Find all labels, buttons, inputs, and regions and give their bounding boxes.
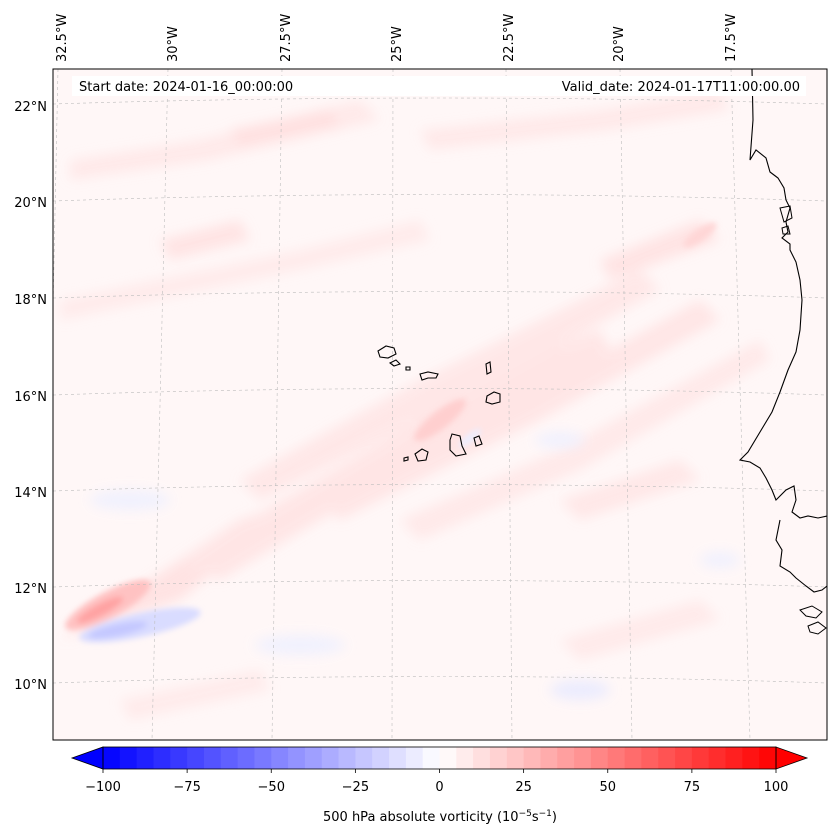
colorbar-tick-label: −75 [173,780,200,795]
colorbar-cell [187,747,205,769]
colorbar-cell [590,747,609,769]
colorbar-cell [506,747,525,769]
colorbar-cell [288,747,306,769]
colorbar-cell [691,747,710,769]
lon-label: 30°W [166,26,181,62]
colorbar-cell [675,747,693,769]
lat-label: 14°N [14,486,47,501]
colorbar-cell [725,747,743,769]
colorbar-cell [557,747,575,769]
colorbar-cell [338,747,356,769]
colorbar-tick-label: −100 [85,780,121,795]
colorbar-tick-label: 25 [515,780,532,795]
colorbar-ticks: −100 −75 −50 −25 0 25 50 75 100 [85,769,788,795]
latitude-labels: 22°N 20°N 18°N 16°N 14°N 12°N 10°N [14,100,47,693]
colorbar-cell [153,747,171,769]
colorbar-cell [641,747,659,769]
date-banner [72,76,806,96]
colorbar-tick-label: 0 [435,780,443,795]
lat-label: 20°N [14,196,47,211]
colorbar: −100 −75 −50 −25 0 25 50 75 100 500 hPa absolute… [70,746,809,825]
lat-label: 10°N [14,678,47,693]
colorbar-cell [271,747,289,769]
colorbar-max-extension [775,746,809,770]
colorbar-tick-label: 50 [599,780,616,795]
colorbar-cell [489,747,508,769]
vorticity-field [53,69,827,740]
colorbar-cell [624,747,642,769]
colorbar-cell [473,747,491,769]
lon-label: 32.5°W [55,14,70,62]
colorbar-cell [389,747,407,769]
map-panel: Start date: 2024-01-16_00:00:00 Valid_da… [52,68,828,741]
colorbar-cell [658,747,676,769]
colorbar-cell [742,747,760,769]
colorbar-cell [237,747,255,769]
colorbar-cells [103,747,777,769]
colorbar-tick-label: 100 [764,780,789,795]
colorbar-cell [254,747,272,769]
longitude-labels: 32.5°W 30°W 27.5°W 25°W 22.5°W 20°W 17.5… [55,14,739,62]
colorbar-cell [103,747,121,769]
colorbar-cell [372,747,390,769]
lon-label: 25°W [390,26,405,62]
lon-label: 22.5°W [502,14,517,62]
colorbar-cell [422,747,440,769]
colorbar-cell [136,747,154,769]
lat-label: 12°N [14,582,47,597]
africa-coastline [738,69,827,519]
colorbar-tick-label: 75 [684,780,701,795]
colorbar-cell [304,747,323,769]
colorbar-cell [220,747,238,769]
bijagos-islands [799,605,827,635]
lat-label: 18°N [14,293,47,308]
colorbar-min-extension [70,746,104,770]
lon-label: 17.5°W [724,14,739,62]
colorbar-cell [456,747,474,769]
map-frame [52,68,828,741]
colorbar-cell [203,747,222,769]
colorbar-cell [170,747,188,769]
colorbar-cell [523,747,541,769]
colorbar-cell [708,747,726,769]
colorbar-label: 500 hPa absolute vorticity (10−5s−1) [323,809,557,825]
cape-verde-islands [377,345,501,462]
colorbar-cell [439,747,457,769]
colorbar-cell [607,747,625,769]
lat-label: 22°N [14,100,47,115]
colorbar-cell [574,747,592,769]
guinea-bissau-coast [775,519,827,593]
graticule [53,69,827,740]
colorbar-tick-label: −25 [342,780,369,795]
colorbar-cell [759,747,777,769]
colorbar-cell [321,747,339,769]
lat-label: 16°N [14,390,47,405]
colorbar-cell [355,747,373,769]
colorbar-tick-label: −50 [258,780,285,795]
lon-label: 20°W [612,26,627,62]
start-date-text: Start date: 2024-01-16_00:00:00 [79,80,293,95]
colorbar-cell [405,747,424,769]
colorbar-cell [540,747,558,769]
valid-date-text: Valid_date: 2024-01-17T11:00:00.00 [562,80,800,95]
lon-label: 27.5°W [279,14,294,62]
banc-arguin-islets [779,205,793,235]
colorbar-cell [119,747,138,769]
